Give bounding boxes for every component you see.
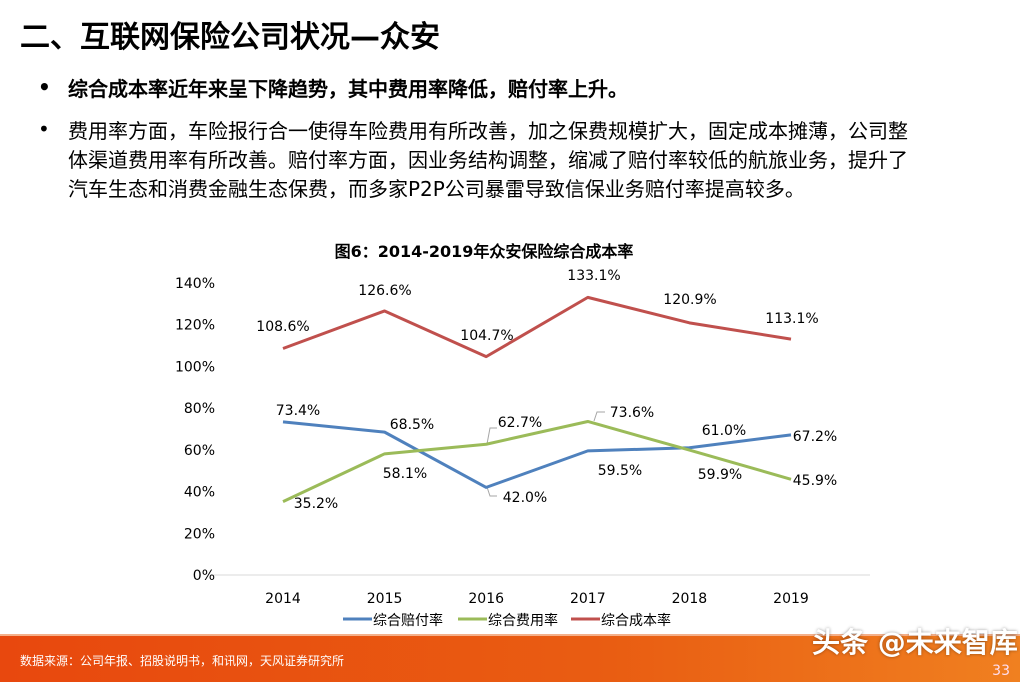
y-tick-label: 120% (175, 318, 215, 334)
footer-bar: 数据来源：公司年报、招股说明书，和讯网，天风证券研究所 头条 @未来智库 33 (0, 634, 1020, 682)
y-tick-label: 0% (193, 568, 215, 584)
chart-title: 图6：2014-2019年众安保险综合成本率 (335, 242, 634, 261)
x-tick-label: 2017 (570, 591, 606, 607)
data-label: 59.5% (598, 463, 642, 479)
x-tick-label: 2018 (672, 591, 708, 607)
data-label: 35.2% (294, 496, 338, 512)
y-tick-label: 100% (175, 359, 215, 375)
y-tick-label: 40% (184, 485, 215, 501)
data-label: 126.6% (358, 283, 411, 299)
page-number: 33 (992, 663, 1010, 679)
y-tick-label: 20% (184, 526, 215, 542)
legend-label: 综合成本率 (601, 612, 671, 629)
data-label: 67.2% (793, 429, 837, 445)
data-label: 73.6% (610, 405, 654, 421)
x-tick-label: 2016 (468, 591, 504, 607)
data-label: 45.9% (793, 473, 837, 489)
y-tick-label: 60% (184, 443, 215, 459)
data-label: 68.5% (390, 417, 434, 433)
data-label: 120.9% (663, 292, 716, 308)
watermark: 头条 @未来智库 (812, 626, 1018, 660)
source-note: 数据来源：公司年报、招股说明书，和讯网，天风证券研究所 (20, 652, 344, 669)
leader-line (487, 487, 497, 496)
data-label: 113.1% (765, 311, 818, 327)
x-tick-label: 2019 (773, 591, 809, 607)
legend-label: 综合赔付率 (373, 612, 443, 629)
data-label: 133.1% (567, 268, 620, 284)
data-label: 62.7% (498, 415, 542, 431)
x-tick-label: 2015 (367, 591, 403, 607)
data-label: 108.6% (256, 319, 309, 335)
data-label: 58.1% (383, 466, 427, 482)
leader-line (594, 412, 605, 421)
data-label: 42.0% (503, 490, 547, 506)
data-label: 73.4% (276, 403, 320, 419)
data-label: 61.0% (702, 423, 746, 439)
x-tick-label: 2014 (265, 591, 301, 607)
y-tick-label: 80% (184, 401, 215, 417)
data-label: 104.7% (460, 328, 513, 344)
legend-label: 综合费用率 (488, 612, 558, 629)
data-label: 59.9% (698, 467, 742, 483)
y-tick-label: 140% (175, 276, 215, 292)
line-chart: 图6：2014-2019年众安保险综合成本率 0% 20% 40% 60% 80% 100… (0, 0, 1020, 634)
